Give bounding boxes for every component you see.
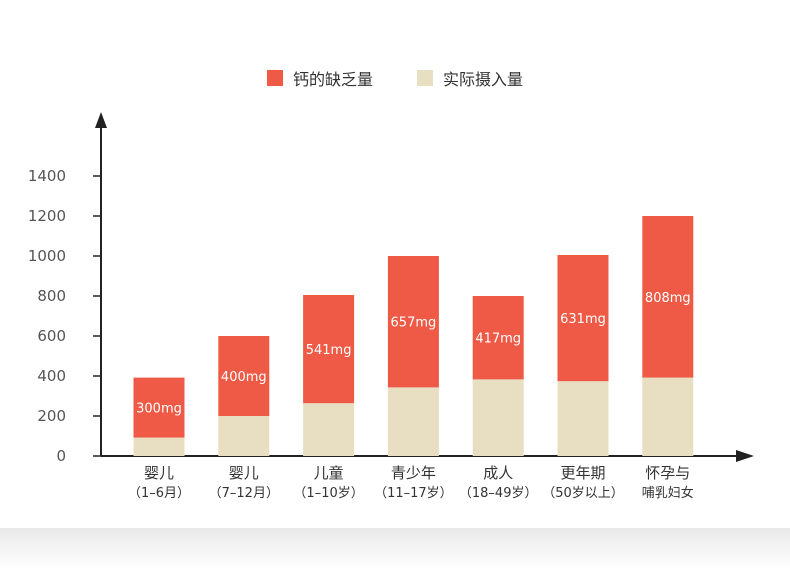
legend-swatch-intake	[417, 70, 433, 86]
bar-deficiency	[133, 377, 185, 438]
x-category-label: 成人	[483, 464, 513, 482]
bar-data-label: 541mg	[306, 343, 352, 358]
bar-intake	[472, 379, 524, 456]
x-category-sublabel: （1–10岁）	[293, 486, 363, 501]
x-category-sublabel: （50岁以上）	[542, 486, 624, 501]
y-tick-label: 1000	[28, 247, 66, 265]
bar-intake	[557, 381, 609, 456]
bar-intake	[218, 416, 270, 456]
legend-label-intake: 实际摄入量	[443, 70, 524, 89]
bar-intake	[133, 437, 185, 456]
bar-data-label: 300mg	[136, 402, 182, 417]
y-tick-label: 200	[37, 407, 66, 425]
bar-deficiency	[387, 256, 439, 388]
bar-deficiency	[303, 295, 355, 404]
x-category-label: 青少年	[391, 464, 436, 482]
bar-deficiency	[218, 336, 270, 416]
bar-data-label: 631mg	[560, 312, 606, 327]
x-category-label: 更年期	[560, 464, 605, 482]
bar-data-label: 400mg	[221, 370, 267, 385]
x-category-label: 婴儿	[144, 464, 174, 482]
bar-data-label: 417mg	[475, 332, 521, 347]
x-category-sublabel: （18–49岁）	[459, 486, 538, 501]
y-tick-label: 0	[56, 447, 66, 465]
bar-deficiency	[557, 255, 609, 382]
x-axis-arrow-icon	[736, 450, 754, 462]
bar-intake	[387, 387, 439, 456]
x-category-sublabel: （1–6月）	[128, 486, 190, 501]
bar-data-label: 808mg	[645, 291, 691, 306]
footer-shadow-bar	[0, 528, 790, 570]
y-tick-label: 600	[37, 327, 66, 345]
x-category-label: 儿童	[314, 464, 344, 482]
x-category-label: 婴儿	[229, 464, 259, 482]
bar-deficiency	[472, 296, 524, 380]
legend-item-deficiency[interactable]: 钙的缺乏量	[266, 66, 373, 90]
x-category-sublabel: 哺乳妇女	[642, 485, 694, 501]
legend-item-intake[interactable]: 实际摄入量	[417, 66, 523, 90]
bar-intake	[303, 403, 355, 456]
bar-deficiency	[642, 216, 694, 378]
x-category-sublabel: （7–12月）	[209, 486, 279, 501]
y-axis-arrow-icon	[95, 112, 107, 128]
y-tick-label: 800	[37, 287, 66, 305]
bar-intake	[642, 377, 694, 456]
x-category-sublabel: （11–17岁）	[374, 486, 453, 501]
bar-data-label: 657mg	[391, 316, 437, 331]
y-tick-label: 400	[37, 367, 66, 385]
y-tick-label: 1200	[28, 207, 66, 225]
x-category-label: 怀孕与	[645, 464, 690, 482]
legend-swatch-deficiency	[266, 70, 283, 86]
legend-label-deficiency: 钙的缺乏量	[292, 70, 373, 89]
chart-legend: 钙的缺乏量 实际摄入量	[0, 66, 790, 90]
y-tick-label: 1400	[28, 167, 66, 185]
